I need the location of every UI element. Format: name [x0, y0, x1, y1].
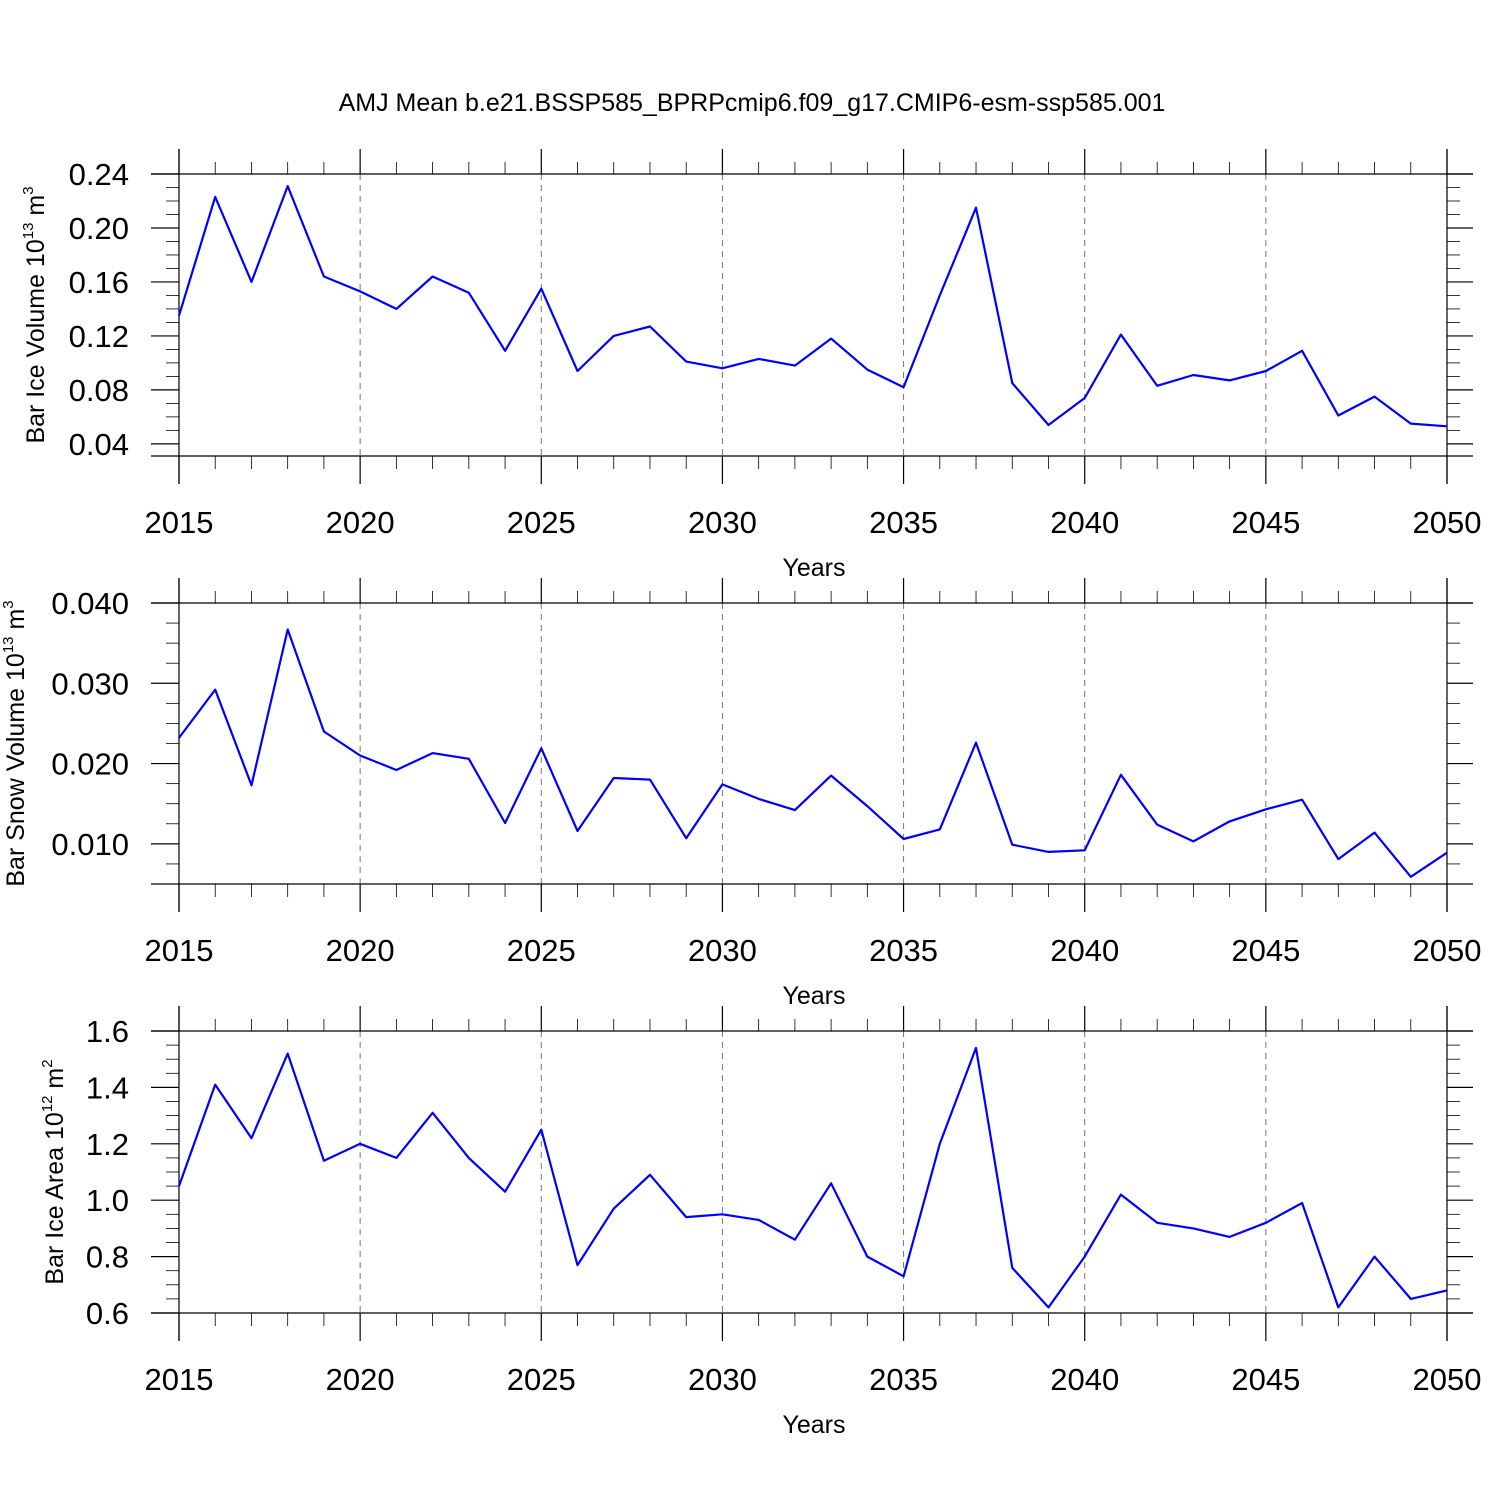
y-tick-label: 0.16 [69, 265, 129, 300]
x-tick-label: 2015 [145, 933, 214, 968]
x-tick-label: 2025 [507, 505, 576, 540]
panel-snow-volume: 2015 2020 2025 2030 2035 2040 2045 2050 0.010 0.0… [0, 578, 1481, 1010]
y-tick-label: 0.8 [86, 1240, 129, 1275]
x-axis-label: Years [782, 554, 845, 582]
x-axis-label: Years [782, 982, 845, 1010]
x-tick-label: 2015 [145, 505, 214, 540]
y-tick-label: 0.04 [69, 427, 129, 462]
x-tick-label: 2030 [688, 1362, 757, 1397]
y-tick-label: 1.0 [86, 1183, 129, 1218]
y-tick-label: 0.12 [69, 319, 129, 354]
panel-ice-area: 2015 2020 2025 2030 2035 2040 2045 2050 0.6 0.8 1.… [39, 1006, 1481, 1439]
x-tick-label: 2035 [869, 505, 938, 540]
x-tick-label: 2035 [869, 1362, 938, 1397]
y-tick-label: 1.2 [86, 1127, 129, 1162]
x-tick-label: 2030 [688, 505, 757, 540]
x-tick-label: 2040 [1050, 1362, 1119, 1397]
panel-ice-volume: 2015 2020 2025 2030 2035 2040 2045 2050 0.04 0.08… [20, 149, 1481, 582]
chart-panels: 2015 2020 2025 2030 2035 2040 2045 2050 0.04 0.08… [0, 149, 1481, 1439]
y-tick-label: 0.010 [51, 827, 129, 862]
x-tick-label: 2025 [507, 933, 576, 968]
x-tick-label: 2020 [326, 505, 395, 540]
x-tick-label: 2045 [1231, 933, 1300, 968]
y-tick-label: 0.030 [51, 666, 129, 701]
y-tick-label: 1.6 [86, 1014, 129, 1049]
x-tick-label: 2045 [1231, 505, 1300, 540]
x-tick-label: 2050 [1413, 1362, 1482, 1397]
y-axis-label: Bar Ice Volume 1013 m3 [20, 186, 50, 443]
y-tick-label: 0.20 [69, 211, 129, 246]
x-tick-label: 2040 [1050, 505, 1119, 540]
x-axis-label: Years [782, 1411, 845, 1439]
series-line-snow-volume [178, 628, 1448, 878]
x-tick-label: 2035 [869, 933, 938, 968]
x-tick-label: 2020 [326, 1362, 395, 1397]
x-tick-label: 2015 [145, 1362, 214, 1397]
x-tick-label: 2025 [507, 1362, 576, 1397]
x-tick-label: 2020 [326, 933, 395, 968]
y-tick-label: 1.4 [86, 1070, 129, 1105]
y-tick-label: 0.24 [69, 157, 129, 192]
series-line-ice-volume [177, 185, 1448, 428]
x-tick-label: 2040 [1050, 933, 1119, 968]
figure-title: AMJ Mean b.e21.BSSP585_BPRPcmip6.f09_g17… [339, 89, 1166, 117]
y-tick-label: 0.020 [51, 747, 129, 782]
y-axis-label: Bar Ice Area 1012 m2 [39, 1059, 69, 1284]
x-tick-label: 2045 [1231, 1362, 1300, 1397]
y-axis-label: Bar Snow Volume 1013 m3 [0, 600, 30, 886]
y-tick-label: 0.08 [69, 373, 129, 408]
x-tick-label: 2030 [688, 933, 757, 968]
series-line-ice-area [177, 1046, 1448, 1309]
x-tick-label: 2050 [1413, 505, 1482, 540]
y-tick-label: 0.6 [86, 1296, 129, 1331]
y-tick-label: 0.040 [51, 586, 129, 621]
x-tick-label: 2050 [1413, 933, 1482, 968]
